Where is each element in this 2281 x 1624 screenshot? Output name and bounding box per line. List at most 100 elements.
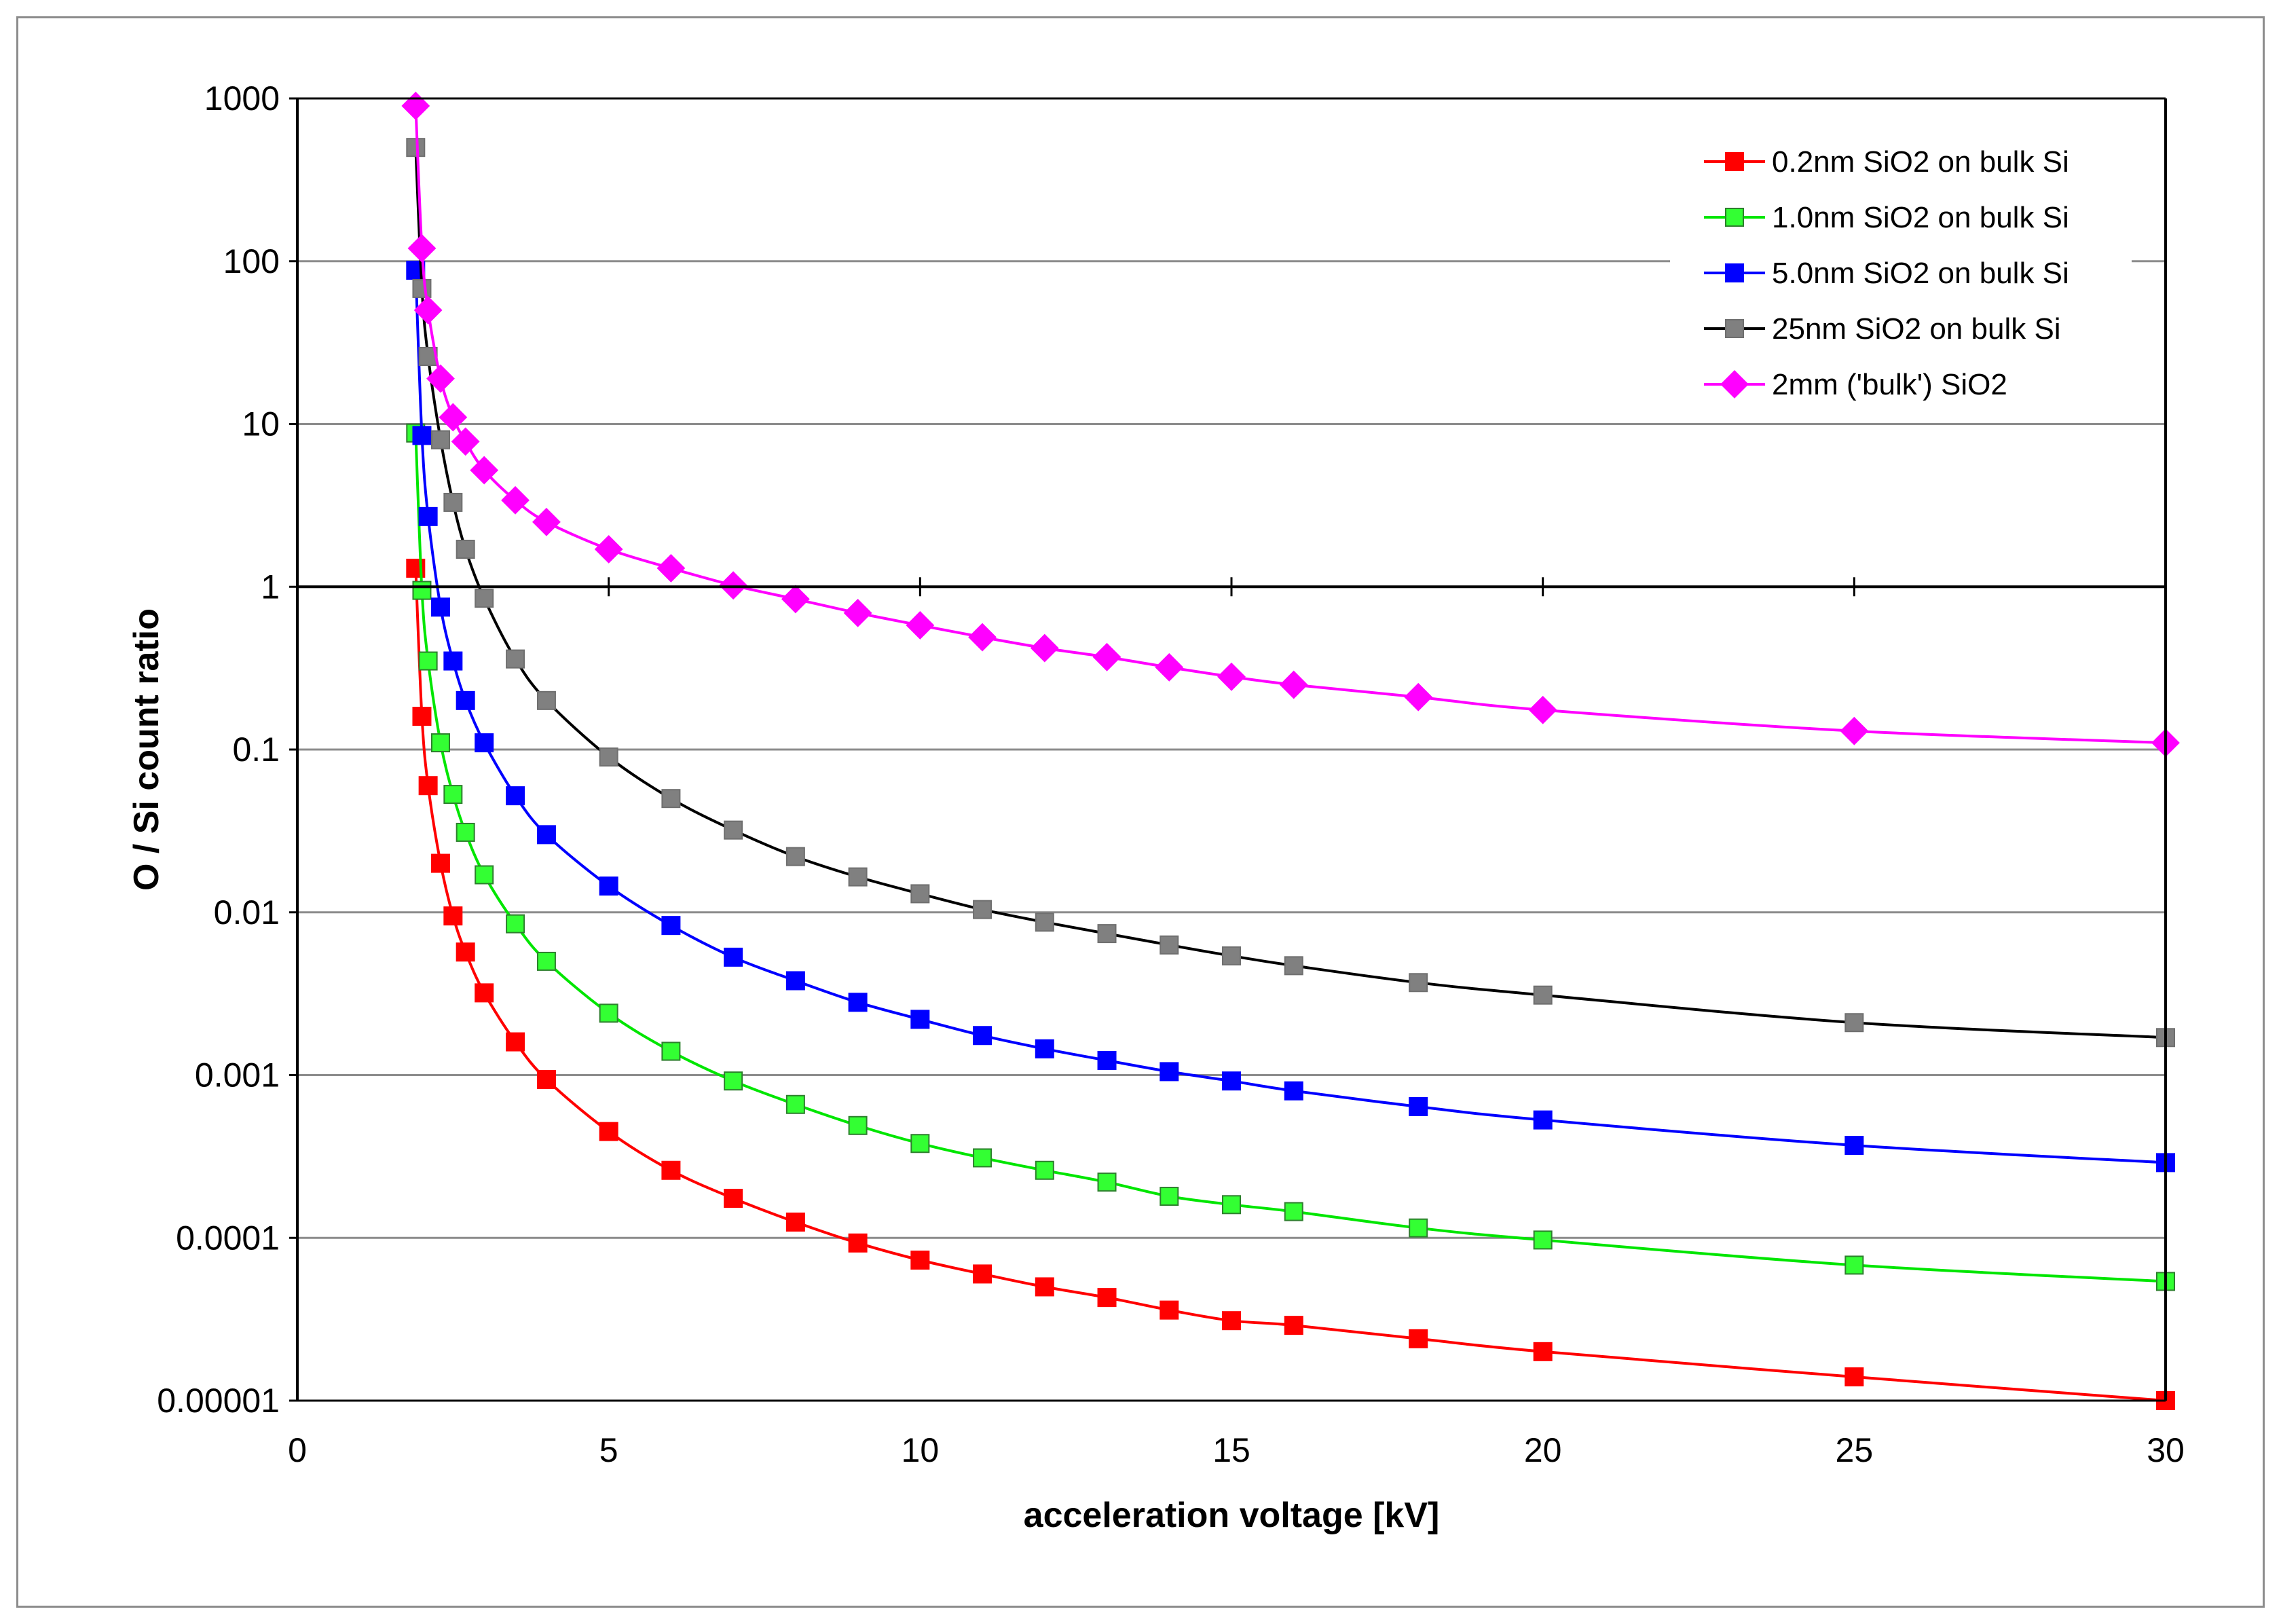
data-point — [973, 900, 993, 919]
data-point — [501, 485, 530, 515]
legend-entry: 5.0nm SiO2 on bulk Si — [1704, 257, 2069, 290]
data-point — [1035, 912, 1054, 932]
data-point — [1160, 1300, 1179, 1320]
legend-label: 0.2nm SiO2 on bulk Si — [1772, 145, 2069, 179]
data-point — [594, 535, 623, 564]
legend: 0.2nm SiO2 on bulk Si 1.0nm SiO2 on bulk … — [1670, 130, 2132, 416]
x-tick-label: 30 — [2147, 1431, 2185, 1469]
data-point — [1409, 1096, 1428, 1116]
x-tick-label: 0 — [288, 1431, 307, 1469]
data-point — [661, 789, 681, 809]
legend-entry: 2mm ('bulk') SiO2 — [1704, 368, 2007, 401]
series-5 — [401, 92, 2180, 757]
x-tick-label: 10 — [902, 1431, 940, 1469]
y-axis-title: O / Si count ratio — [127, 608, 166, 891]
data-point — [439, 403, 468, 432]
data-point — [532, 507, 561, 536]
data-point — [599, 1122, 618, 1141]
series-line — [414, 432, 2166, 1283]
data-point — [724, 820, 743, 840]
data-point — [785, 971, 805, 991]
legend-marker — [1725, 152, 1744, 171]
data-point — [412, 707, 432, 726]
data-point — [785, 847, 805, 866]
data-point — [506, 914, 525, 934]
data-point — [599, 1003, 618, 1023]
data-point — [430, 597, 450, 617]
data-point — [1844, 1136, 1864, 1156]
data-point — [910, 884, 930, 904]
data-point — [426, 364, 455, 393]
data-point — [430, 733, 450, 753]
data-point — [1404, 682, 1433, 712]
data-point — [661, 1160, 681, 1180]
data-point — [1409, 973, 1428, 993]
data-point — [475, 983, 494, 1003]
data-point — [536, 951, 556, 971]
y-tick-label: 1 — [261, 568, 280, 606]
y-tick-label: 10 — [242, 405, 280, 443]
data-point — [973, 1148, 993, 1168]
legend-marker — [1720, 370, 1749, 399]
series-2 — [406, 423, 2175, 1291]
y-tick-label: 0.00001 — [157, 1382, 280, 1420]
data-point — [910, 1010, 930, 1029]
data-point — [599, 876, 618, 896]
data-point — [407, 234, 437, 263]
data-point — [1155, 652, 1184, 682]
data-point — [430, 430, 450, 449]
data-point — [536, 1069, 556, 1089]
data-point — [1222, 1071, 1241, 1091]
data-point — [1284, 956, 1303, 976]
data-point — [470, 456, 499, 485]
data-point — [661, 916, 681, 936]
data-point — [456, 539, 475, 559]
data-point — [724, 947, 743, 967]
data-point — [406, 138, 426, 158]
x-tick-label: 15 — [1212, 1431, 1250, 1469]
y-tick-label: 0.0001 — [176, 1219, 280, 1257]
legend-label: 1.0nm SiO2 on bulk Si — [1772, 201, 2069, 234]
data-point — [443, 785, 463, 805]
data-point — [536, 690, 556, 710]
data-point — [1533, 1342, 1553, 1361]
data-point — [1035, 1039, 1054, 1058]
data-point — [443, 906, 463, 926]
x-tick-label: 5 — [599, 1431, 618, 1469]
data-point — [843, 598, 872, 627]
data-point — [785, 1213, 805, 1232]
data-point — [848, 993, 868, 1012]
data-point — [785, 1094, 805, 1114]
data-point — [1279, 670, 1308, 699]
data-point — [1097, 924, 1117, 944]
data-point — [848, 1233, 868, 1253]
y-tick-label: 0.001 — [195, 1056, 280, 1094]
data-point — [412, 278, 432, 298]
data-point — [1097, 1288, 1117, 1308]
series-4 — [406, 138, 2175, 1048]
data-point — [1035, 1160, 1054, 1180]
y-tick-label: 0.01 — [214, 893, 280, 931]
data-point — [1030, 633, 1059, 663]
axes — [289, 97, 2167, 1402]
data-point — [781, 585, 810, 614]
data-point — [1409, 1329, 1428, 1348]
data-point — [1222, 1195, 1241, 1215]
data-point — [418, 651, 438, 671]
data-point — [848, 1115, 868, 1135]
data-point — [506, 1032, 525, 1052]
series-3 — [406, 261, 2175, 1173]
data-point — [1840, 716, 1869, 745]
data-point — [506, 786, 525, 806]
data-point — [401, 92, 430, 120]
data-point — [1217, 662, 1246, 691]
legend-label: 25nm SiO2 on bulk Si — [1772, 312, 2061, 346]
y-tick-label: 1000 — [204, 79, 280, 117]
data-point — [968, 623, 997, 652]
data-point — [475, 733, 494, 753]
data-point — [656, 554, 686, 583]
data-point — [1160, 1062, 1179, 1082]
data-point — [1844, 1255, 1864, 1275]
data-point — [1533, 1110, 1553, 1130]
data-point — [906, 611, 935, 640]
